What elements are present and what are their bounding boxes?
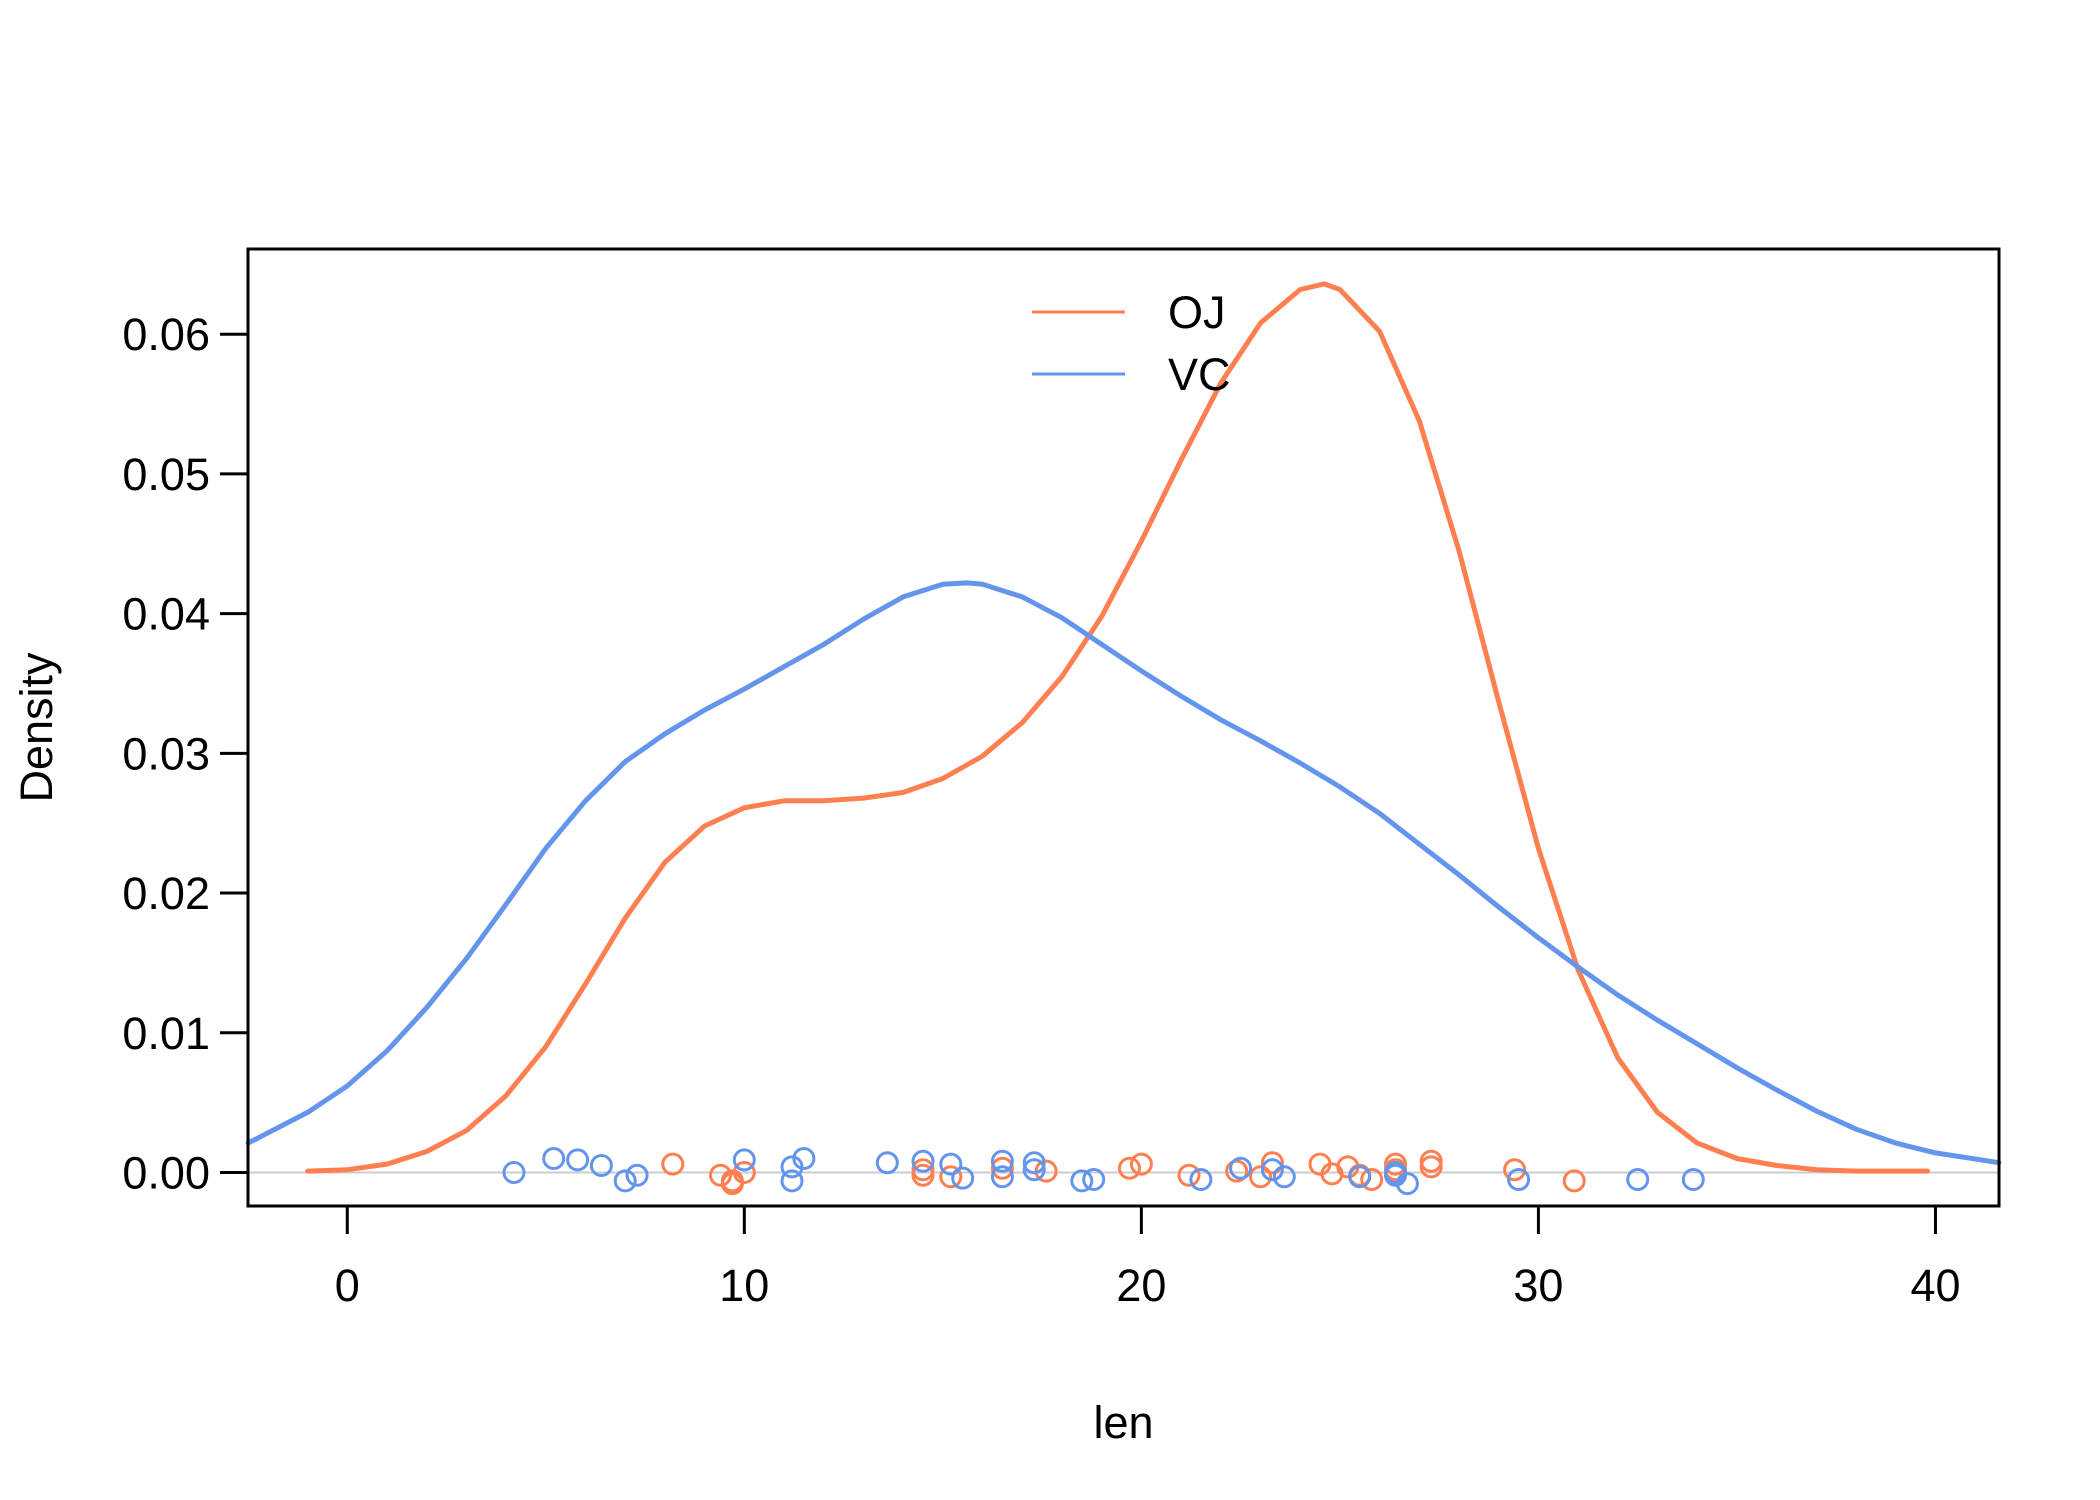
data-point-vc [911, 1149, 935, 1173]
data-point-oj [1419, 1155, 1443, 1179]
data-point-vc [1082, 1168, 1106, 1191]
y-tick-label: 0.03 [122, 728, 210, 779]
data-point-vc [1507, 1168, 1531, 1191]
data-point-vc [990, 1165, 1014, 1189]
data-point-vc [589, 1154, 613, 1177]
data-point-vc [1022, 1151, 1046, 1175]
data-point-vc [780, 1169, 804, 1193]
data-point-vc [1348, 1165, 1372, 1189]
density-curve-vc [245, 580, 2002, 1166]
x-tick-label: 20 [1116, 1260, 1166, 1311]
y-tick-label: 0.04 [122, 589, 210, 640]
data-point-oj [709, 1163, 732, 1187]
x-tick-label: 30 [1513, 1260, 1563, 1311]
data-point-vc [1272, 1165, 1296, 1189]
y-axis-label: Density [11, 652, 62, 803]
density-curve-oj [305, 281, 1930, 1174]
data-point-oj [939, 1165, 963, 1189]
data-point-vc [939, 1152, 963, 1176]
data-point-oj [1225, 1159, 1249, 1183]
data-point-vc [625, 1163, 649, 1187]
x-tick-label: 40 [1910, 1260, 1960, 1311]
data-point-vc [502, 1161, 526, 1184]
x-tick-label: 10 [719, 1260, 769, 1311]
data-point-vc [732, 1148, 756, 1172]
legend: OJ VC [1032, 287, 1231, 400]
y-axis: 0.00 0.01 0.02 0.03 0.04 0.05 0.06 [122, 309, 250, 1198]
data-point-vc [1189, 1168, 1213, 1191]
data-point-oj [911, 1163, 935, 1187]
data-point-vc [542, 1147, 566, 1170]
data-point-vc [951, 1166, 975, 1190]
data-point-vc [566, 1148, 590, 1172]
y-tick-label: 0.00 [122, 1147, 210, 1198]
legend-label-oj: OJ [1168, 287, 1226, 338]
data-point-vc [1626, 1168, 1650, 1191]
density-curves [245, 281, 2002, 1174]
data-point-oj [1260, 1151, 1284, 1175]
data-point-oj [732, 1161, 756, 1184]
data-point-vc [1229, 1156, 1253, 1180]
y-tick-label: 0.02 [122, 868, 210, 919]
data-point-vc [613, 1169, 637, 1193]
data-point-oj [661, 1152, 685, 1176]
x-tick-label: 0 [335, 1260, 360, 1311]
data-point-vc [1260, 1158, 1284, 1182]
legend-label-vc: VC [1168, 349, 1231, 400]
rug-points [502, 1147, 1705, 1196]
data-point-vc [792, 1147, 816, 1170]
data-point-vc [1070, 1169, 1094, 1193]
data-point-oj [1118, 1156, 1141, 1180]
data-point-vc [1681, 1168, 1705, 1191]
data-point-oj [990, 1156, 1014, 1180]
data-point-vc [990, 1149, 1014, 1173]
x-axis-label: len [1093, 1397, 1153, 1448]
x-axis: 0 10 20 30 40 [335, 1204, 1961, 1311]
data-point-vc [875, 1151, 899, 1175]
data-point-oj [1129, 1152, 1153, 1176]
data-point-oj [1249, 1165, 1272, 1189]
data-point-vc [1022, 1158, 1046, 1182]
y-tick-label: 0.06 [122, 309, 210, 360]
data-point-vc [1395, 1172, 1419, 1196]
data-point-vc [1384, 1163, 1407, 1187]
y-tick-label: 0.05 [122, 449, 210, 500]
plot-frame [246, 247, 2001, 1208]
data-point-oj [1177, 1163, 1201, 1187]
data-point-oj [1360, 1168, 1384, 1191]
data-point-oj [1562, 1169, 1586, 1193]
y-tick-label: 0.01 [122, 1008, 210, 1059]
